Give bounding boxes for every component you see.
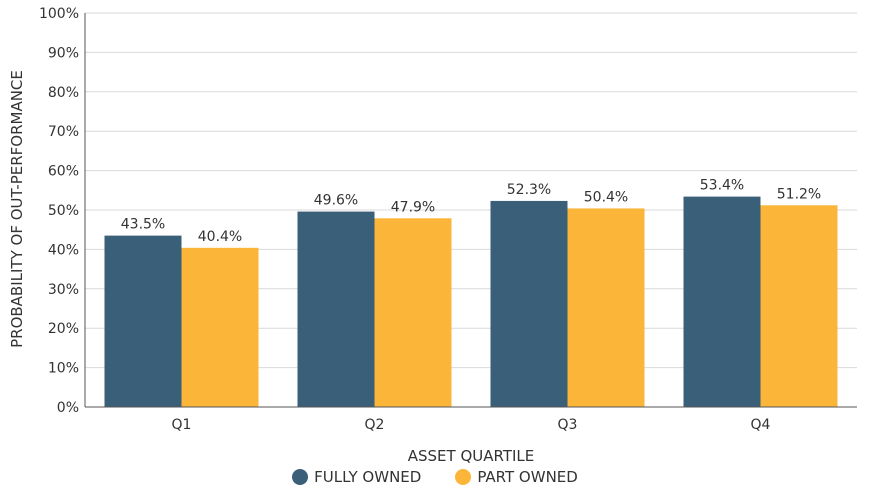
bar-fully-owned-q1 (104, 235, 182, 407)
y-tick-label: 30% (48, 282, 79, 298)
y-axis-tick-labels: 0% 10% 20% 30% 40% 50% 60% 70% 80% 90% 100% (39, 6, 79, 416)
y-tick-label: 20% (48, 321, 79, 337)
bar-fully-owned-q4 (683, 196, 761, 407)
bar-part-owned-q2 (374, 218, 452, 407)
data-label: 43.5% (121, 217, 165, 233)
bar-part-owned-q3 (567, 208, 645, 407)
y-tick-label: 80% (48, 85, 79, 101)
data-label: 52.3% (507, 182, 551, 198)
data-labels: 43.5% 40.4% 49.6% 47.9% 52.3% 50.4% 53.4% 51.2% (121, 178, 821, 245)
y-axis-title: PROBABILITY OF OUT-PERFORMANCE (8, 70, 26, 348)
x-tick-label: Q2 (365, 417, 385, 433)
bar-part-owned-q4 (760, 205, 838, 407)
axes (84, 13, 857, 408)
y-tick-label: 60% (48, 164, 79, 180)
bar-fully-owned-q3 (490, 200, 568, 407)
y-tick-label: 90% (48, 45, 79, 61)
legend: FULLY OWNED PART OWNED (0, 466, 870, 488)
y-tick-label: 0% (57, 400, 79, 416)
x-axis-title: ASSET QUARTILE (408, 447, 535, 465)
legend-swatch-part-owned (455, 469, 472, 485)
bars (104, 196, 838, 407)
data-label: 40.4% (198, 229, 242, 245)
y-tick-label: 70% (48, 124, 79, 140)
x-tick-label: Q3 (558, 417, 578, 433)
legend-item-fully-owned: FULLY OWNED (292, 468, 421, 486)
y-tick-label: 100% (39, 6, 79, 22)
legend-label-fully-owned: FULLY OWNED (314, 468, 422, 486)
data-label: 50.4% (584, 189, 628, 205)
data-label: 47.9% (391, 199, 435, 215)
x-tick-label: Q1 (172, 417, 192, 433)
y-tick-label: 40% (48, 242, 79, 258)
data-label: 51.2% (777, 186, 821, 202)
legend-label-part-owned: PART OWNED (477, 468, 578, 486)
legend-item-part-owned: PART OWNED (455, 468, 578, 486)
legend-swatch-fully-owned (292, 469, 309, 485)
y-tick-label: 50% (48, 203, 79, 219)
data-label: 49.6% (314, 193, 358, 209)
y-tick-label: 10% (48, 361, 79, 377)
x-tick-label: Q4 (751, 417, 771, 433)
data-label: 53.4% (700, 178, 744, 194)
bar-part-owned-q1 (181, 247, 259, 407)
bar-fully-owned-q2 (297, 211, 375, 407)
x-axis-tick-labels: Q1 Q2 Q3 Q4 (172, 417, 771, 433)
